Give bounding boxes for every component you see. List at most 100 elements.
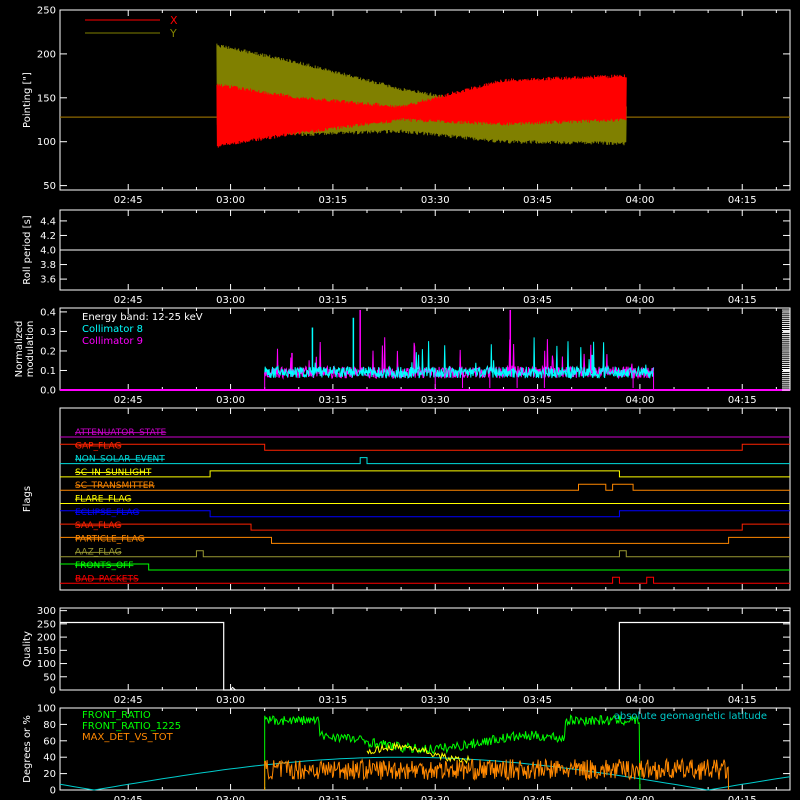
y-tick-label: 150 xyxy=(37,93,56,104)
y-axis-label-modulation: Normalized xyxy=(14,321,25,378)
y-axis-label-modulation: modulation xyxy=(25,321,36,378)
flag-trace xyxy=(60,470,790,478)
x-tick-label: 02:45 xyxy=(114,695,143,706)
flag-label: FLARE_FLAG xyxy=(75,495,131,505)
flag-trace xyxy=(60,510,790,518)
x-tick-label: 03:30 xyxy=(421,195,450,206)
x-tick-label: 03:30 xyxy=(421,695,450,706)
y-axis-label-pointing: Pointing ["] xyxy=(22,72,33,128)
y-tick-label: 250 xyxy=(37,619,56,630)
y-tick-label: 40 xyxy=(43,753,56,764)
flag-label: SC_TRANSMITTER xyxy=(75,481,155,491)
y-tick-label: 100 xyxy=(37,659,56,670)
y-tick-label: 4.2 xyxy=(40,231,56,242)
x-tick-label: 03:45 xyxy=(523,395,552,406)
x-tick-label: 03:00 xyxy=(216,695,245,706)
flag-trace xyxy=(60,523,790,531)
y-tick-label: 4.4 xyxy=(40,216,56,227)
y-tick-label: 0.3 xyxy=(40,327,56,338)
legend-label-front-ratio: FRONT_RATIO xyxy=(82,710,151,721)
flag-label: PARTICLE_FLAG xyxy=(75,534,145,544)
y-tick-label: 0.1 xyxy=(40,366,56,377)
x-tick-label: 03:00 xyxy=(216,295,245,306)
legend-label-Y: Y xyxy=(169,27,177,40)
y-tick-label: 0 xyxy=(50,786,56,797)
y-tick-label: 150 xyxy=(37,646,56,657)
y-tick-label: 4.0 xyxy=(40,246,56,257)
flag-trace xyxy=(60,457,790,465)
x-tick-label: 04:15 xyxy=(728,195,757,206)
x-tick-label: 03:30 xyxy=(421,395,450,406)
legend-label-max-det-vs-tot: MAX_DET_VS_TOT xyxy=(82,732,174,743)
x-tick-label: 03:15 xyxy=(318,195,347,206)
y-axis-label-quality: Quality xyxy=(22,631,33,667)
annotation-energy-band: Energy band: 12-25 keV xyxy=(82,312,203,323)
y-tick-label: 3.6 xyxy=(40,275,56,286)
series-quality-blip xyxy=(230,686,236,691)
x-tick-label: 02:45 xyxy=(114,295,143,306)
panel-frame-3 xyxy=(59,407,791,591)
y-tick-label: 0.0 xyxy=(40,386,56,397)
x-tick-label: 04:00 xyxy=(625,795,654,800)
flag-label: ATTENUATOR_STATE xyxy=(75,428,167,438)
series-geomagnetic-latitude xyxy=(59,756,791,791)
flag-trace xyxy=(60,563,790,571)
x-tick-label: 03:45 xyxy=(523,695,552,706)
x-tick-label: 03:15 xyxy=(318,395,347,406)
x-tick-label: 03:00 xyxy=(216,395,245,406)
flag-label: BAD_PACKETS xyxy=(75,574,139,584)
y-axis-label-degrees: Degrees or % xyxy=(22,715,33,783)
x-tick-label: 04:00 xyxy=(625,695,654,706)
y-tick-label: 60 xyxy=(43,736,56,747)
flag-trace xyxy=(60,483,790,491)
x-tick-label: 03:15 xyxy=(318,295,347,306)
x-tick-label: 04:00 xyxy=(625,195,654,206)
panel-frame-5 xyxy=(59,707,791,791)
flag-label: NON_SOLAR_EVENT xyxy=(75,455,165,465)
y-tick-label: 50 xyxy=(43,181,56,192)
y-tick-label: 80 xyxy=(43,720,56,731)
x-tick-label: 04:00 xyxy=(625,295,654,306)
x-tick-label: 03:15 xyxy=(318,695,347,706)
x-tick-label: 03:30 xyxy=(421,295,450,306)
y-tick-label: 0.2 xyxy=(40,346,56,357)
y-tick-label: 200 xyxy=(37,633,56,644)
y-axis-label-flags: Flags xyxy=(22,486,33,512)
y-tick-label: 20 xyxy=(43,769,56,780)
x-tick-label: 03:45 xyxy=(523,795,552,800)
y-tick-label: 50 xyxy=(43,672,56,683)
x-tick-label: 04:00 xyxy=(625,395,654,406)
flag-trace xyxy=(60,536,790,544)
flag-trace xyxy=(60,550,790,558)
series-collimator-8 xyxy=(264,337,655,380)
series-oscillation-X xyxy=(216,74,627,148)
x-tick-label: 03:00 xyxy=(216,195,245,206)
x-tick-label: 02:45 xyxy=(114,195,143,206)
y-tick-label: 100 xyxy=(37,704,56,715)
flag-label: SAA_FLAG xyxy=(75,521,121,531)
x-tick-label: 03:30 xyxy=(421,795,450,800)
series-max-det-vs-tot xyxy=(264,757,730,791)
y-tick-label: 0 xyxy=(50,686,56,697)
y-tick-label: 250 xyxy=(37,6,56,17)
x-tick-label: 02:45 xyxy=(114,795,143,800)
flag-label: GAP_FLAG xyxy=(75,441,121,451)
x-tick-label: 02:45 xyxy=(114,395,143,406)
y-axis-label-roll-period: Roll period [s] xyxy=(22,215,33,284)
y-tick-label: 100 xyxy=(37,137,56,148)
x-tick-label: 03:15 xyxy=(318,795,347,800)
legend-label-X: X xyxy=(170,14,178,27)
y-tick-label: 3.8 xyxy=(40,260,56,271)
x-tick-label: 04:15 xyxy=(728,795,757,800)
x-tick-label: 04:15 xyxy=(728,395,757,406)
x-tick-label: 03:45 xyxy=(523,295,552,306)
panel-frame-4 xyxy=(59,607,791,691)
legend-label-collimator-8: Collimator 8 xyxy=(82,324,143,335)
flag-trace xyxy=(60,576,790,584)
x-tick-label: 03:00 xyxy=(216,795,245,800)
flag-trace xyxy=(60,443,790,451)
flag-label: FRONTS_OFF xyxy=(75,561,133,571)
panel-frame-0 xyxy=(59,9,791,191)
x-tick-label: 04:15 xyxy=(728,695,757,706)
